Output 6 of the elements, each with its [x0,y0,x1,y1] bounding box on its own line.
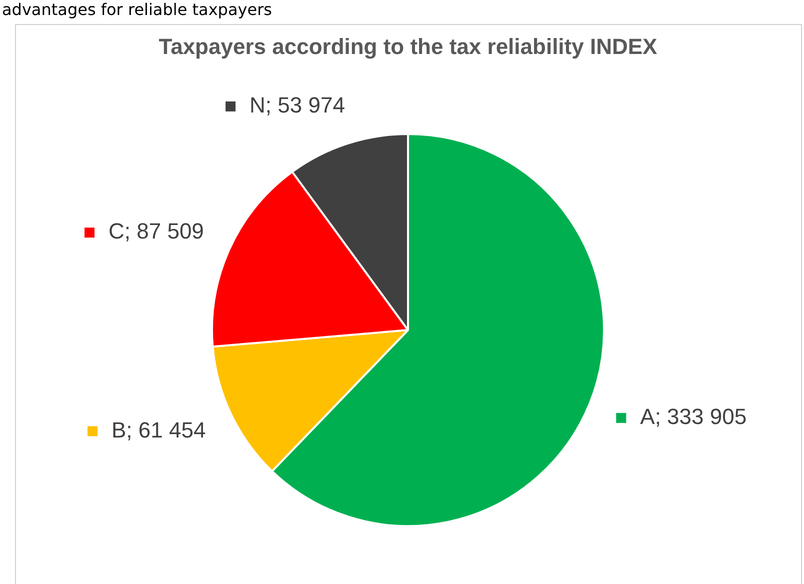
legend-label: B; 61 454 [111,417,206,442]
legend-label: N; 53 974 [250,92,345,118]
text: advantages for reliable taxpayers [2,0,272,19]
legend-label: A; 333 905 [640,404,747,430]
legend-label: C; 87 509 [108,218,204,244]
chart-title: Taxpayers according to the tax reliability INDEX [158,34,658,60]
